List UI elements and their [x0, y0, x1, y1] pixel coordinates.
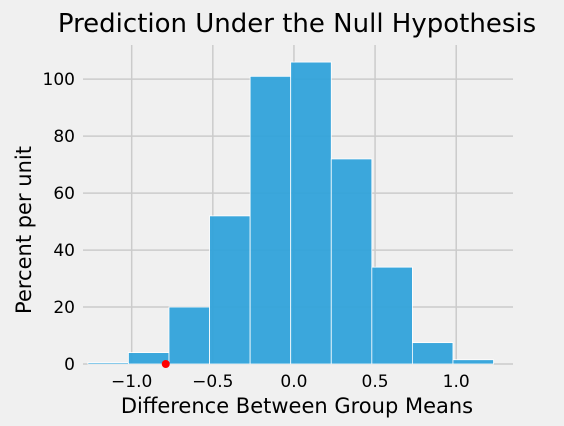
y-tick-label: 60 — [53, 184, 75, 204]
histogram-bar — [371, 266, 413, 365]
x-tick-label: 0.5 — [362, 372, 389, 392]
histogram-bar — [168, 306, 210, 365]
histogram-bar — [249, 75, 292, 365]
tick-labels: 0 20 40 60 80 100 −1.0 −0.5 0.0 0.5 1.0 — [43, 70, 470, 392]
y-tick-label: 80 — [53, 127, 75, 147]
x-axis-label: Difference Between Group Means — [121, 394, 473, 418]
x-tick-label: 1.0 — [443, 372, 470, 392]
y-tick-label: 0 — [64, 355, 75, 375]
observed-points — [161, 360, 170, 368]
x-tick-label: 0.0 — [280, 372, 307, 392]
histogram-bars — [87, 61, 494, 365]
y-tick-label: 40 — [53, 241, 75, 261]
histogram-bar — [411, 342, 454, 365]
y-axis-label: Percent per unit — [12, 146, 36, 314]
histogram-bar — [209, 215, 251, 365]
histogram-bar — [87, 362, 129, 365]
x-tick-label: −0.5 — [192, 372, 233, 392]
histogram-bar — [290, 61, 332, 365]
observed-statistic-point — [161, 360, 170, 368]
chart-title: Prediction Under the Null Hypothesis — [58, 9, 536, 39]
y-tick-label: 20 — [53, 298, 75, 318]
histogram-bar — [452, 359, 494, 365]
x-tick-label: −1.0 — [111, 372, 152, 392]
histogram-bar — [330, 158, 373, 365]
y-tick-label: 100 — [43, 70, 75, 90]
